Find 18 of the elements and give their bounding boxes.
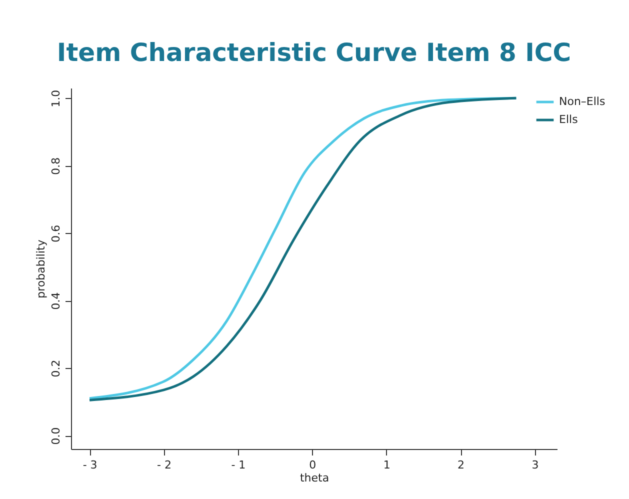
x-tick-label: - 1 [231, 458, 246, 472]
legend-label: Ells [559, 113, 578, 126]
y-axis-title: probability [34, 239, 48, 298]
y-tick-label: 0.6 [50, 224, 62, 242]
chart-title: Item Characteristic Curve Item 8 ICC [56, 38, 572, 67]
x-axis-title: theta [300, 472, 330, 484]
x-tick-label: - 3 [82, 458, 98, 472]
y-tick-label: 0.2 [50, 360, 62, 378]
x-tick-label: 1 [383, 458, 390, 472]
legend-label: Non–Ells [559, 95, 606, 108]
y-tick-label: 0.8 [50, 157, 62, 175]
y-tick-label: 0.4 [50, 292, 62, 310]
x-tick-label: 3 [532, 458, 539, 472]
x-tick-label: 2 [458, 458, 465, 472]
y-tick-label: 1.0 [50, 90, 62, 108]
x-tick-label: 0 [309, 458, 316, 472]
y-tick-label: 0.0 [50, 427, 62, 445]
x-tick-label: - 2 [157, 458, 172, 472]
